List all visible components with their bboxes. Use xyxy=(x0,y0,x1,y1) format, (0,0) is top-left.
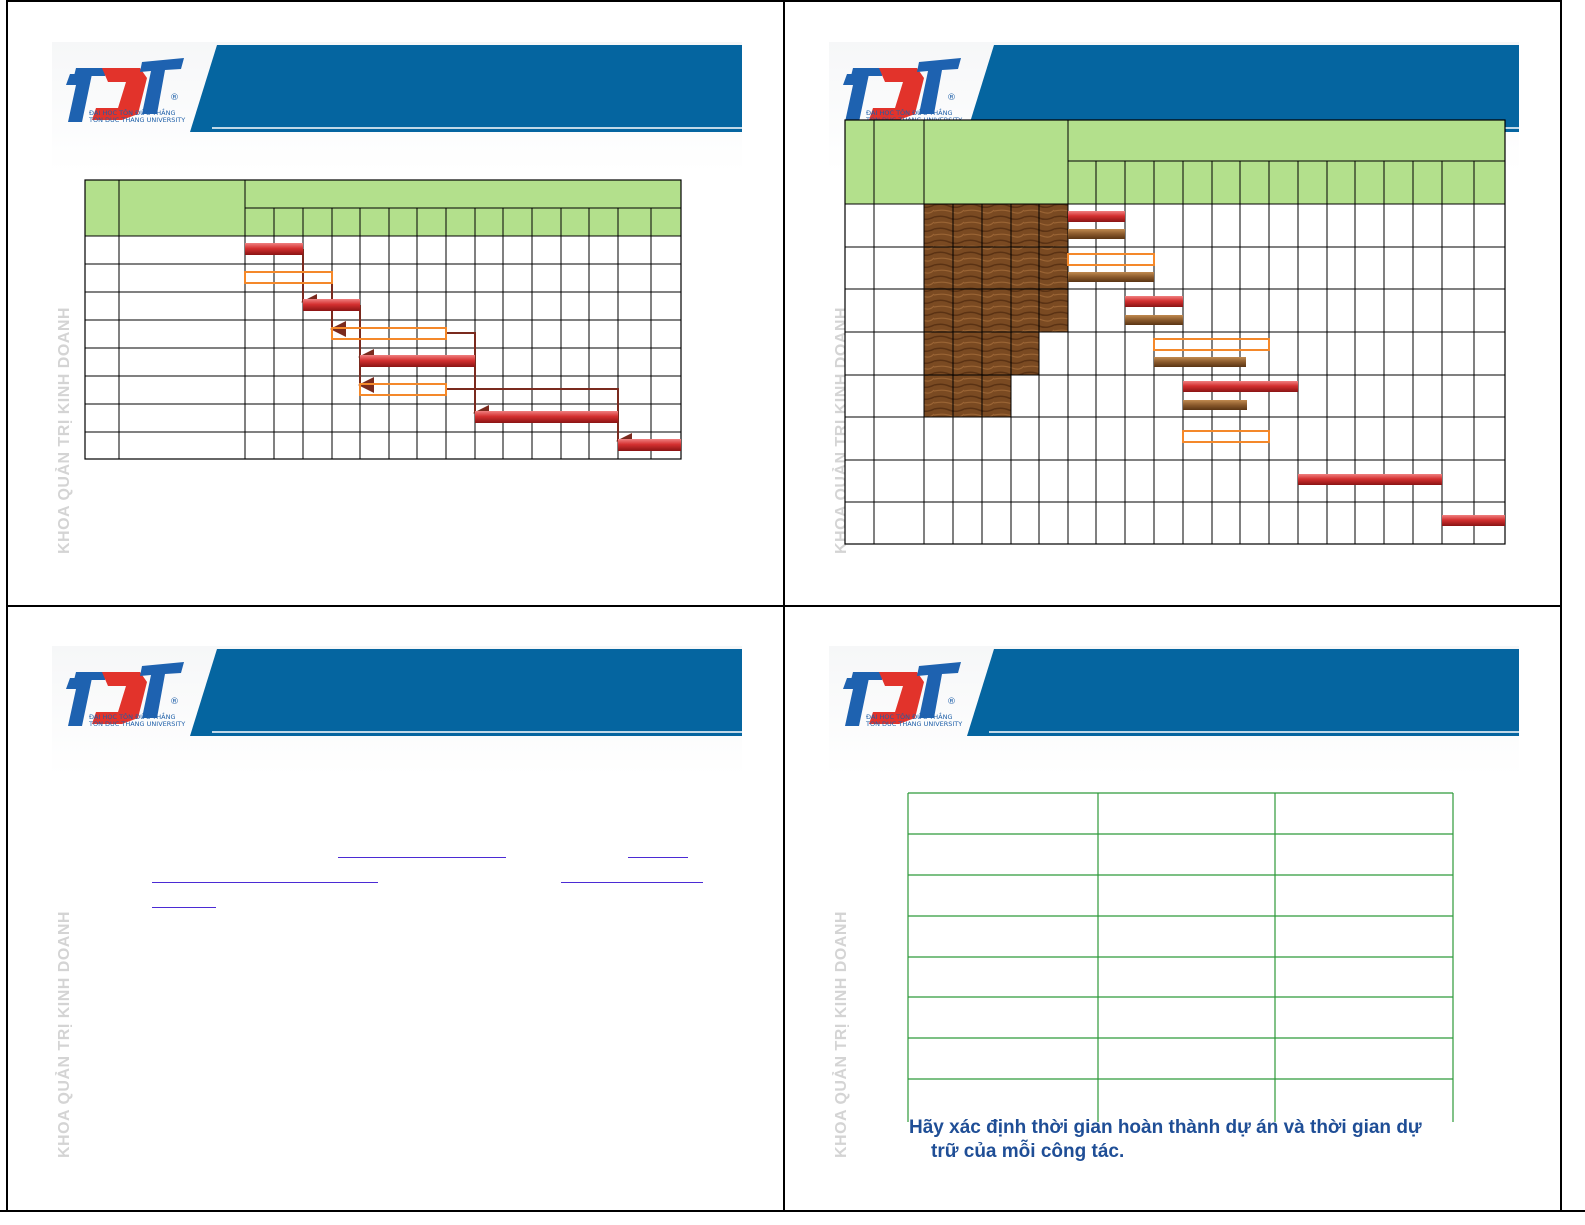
header-banner xyxy=(190,649,742,736)
logo-registered-mark: ® xyxy=(947,93,956,103)
hyperlink-underline[interactable] xyxy=(338,857,506,858)
slide-1: ĐẠI HỌC TÔN ĐỨC THẮNG TON DUC THANG UNIV… xyxy=(52,42,742,582)
header-banner xyxy=(190,45,742,132)
page-border-bottom xyxy=(0,1210,1585,1212)
gantt-chart-2 xyxy=(844,119,1506,545)
logo-university-name: ĐẠI HỌC TÔN ĐỨC THẮNG xyxy=(89,713,176,721)
question-caption-continued: trữ của mỗi công tác. xyxy=(931,1141,1125,1162)
logo-university-name: ĐẠI HỌC TÔN ĐỨC THẮNG xyxy=(866,713,953,721)
activity-table xyxy=(907,792,1454,1122)
logo-university-name-en: TON DUC THANG UNIVERSITY xyxy=(866,720,963,728)
hyperlink-underline[interactable] xyxy=(152,907,216,908)
hyperlink-underline[interactable] xyxy=(628,857,688,858)
tdt-logo-icon xyxy=(66,58,184,122)
question-caption: Hãy xác định thời gian hoàn thành dự án … xyxy=(909,1117,1422,1138)
logo-registered-mark: ® xyxy=(170,697,179,707)
page-divider-horizontal xyxy=(6,605,1562,607)
sidebar-department-label: KHOA QUẢN TRỊ KINH DOANH xyxy=(833,911,850,1158)
slide-4: ĐẠI HỌC TÔN ĐỨC THẮNG TON DUC THANG UNIV… xyxy=(829,646,1519,1186)
sidebar-department-label: KHOA QUẢN TRỊ KINH DOANH xyxy=(56,307,73,554)
tdt-logo-icon xyxy=(843,58,961,122)
logo-university-name-en: TON DUC THANG UNIVERSITY xyxy=(89,720,186,728)
hyperlink-underline[interactable] xyxy=(561,882,703,883)
tdt-logo-icon xyxy=(843,662,961,726)
logo-university-name: ĐẠI HỌC TÔN ĐỨC THẮNG xyxy=(866,109,953,117)
logo-registered-mark: ® xyxy=(170,93,179,103)
logo-university-name: ĐẠI HỌC TÔN ĐỨC THẮNG xyxy=(89,109,176,117)
sidebar-department-label: KHOA QUẢN TRỊ KINH DOANH xyxy=(56,911,73,1158)
logo-university-name-en: TON DUC THANG UNIVERSITY xyxy=(89,116,186,124)
logo-registered-mark: ® xyxy=(947,697,956,707)
tdt-logo-icon xyxy=(66,662,184,726)
header-banner xyxy=(967,649,1519,736)
gantt-chart-1 xyxy=(84,179,682,460)
hyperlink-underline[interactable] xyxy=(152,882,378,883)
slide-2: ĐẠI HỌC TÔN ĐỨC THẮNG TON DUC THANG UNIV… xyxy=(829,42,1519,582)
slide-3: ĐẠI HỌC TÔN ĐỨC THẮNG TON DUC THANG UNIV… xyxy=(52,646,742,1186)
